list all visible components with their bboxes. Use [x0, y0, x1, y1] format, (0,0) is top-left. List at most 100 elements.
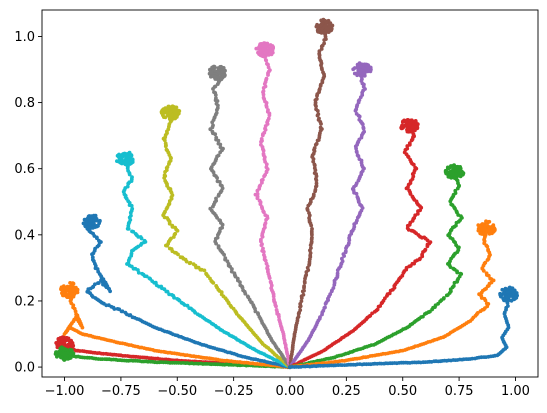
- data-point: [314, 141, 319, 146]
- data-point: [274, 308, 279, 312]
- data-point: [415, 212, 420, 216]
- data-point: [175, 297, 180, 301]
- data-point: [322, 31, 327, 35]
- data-point: [501, 296, 506, 301]
- data-point: [265, 42, 270, 46]
- y-tick-label: 0.8: [14, 96, 35, 111]
- x-tick-label: −0.50: [157, 384, 197, 399]
- data-point: [125, 226, 130, 231]
- data-point: [261, 151, 266, 156]
- data-point: [489, 225, 494, 229]
- data-point: [506, 304, 510, 308]
- data-point: [264, 76, 269, 81]
- data-point: [125, 184, 130, 189]
- series-14: [287, 285, 519, 370]
- data-point: [147, 276, 152, 281]
- data-point: [118, 160, 123, 165]
- data-point: [449, 202, 454, 207]
- series-4: [81, 213, 293, 369]
- data-point: [218, 145, 223, 150]
- data-point: [457, 168, 462, 173]
- data-point: [56, 341, 61, 345]
- data-point: [514, 295, 519, 300]
- x-tick-label: 0.50: [388, 384, 417, 399]
- data-point: [211, 123, 215, 128]
- data-point: [212, 90, 216, 94]
- data-point: [220, 225, 225, 230]
- data-point: [263, 58, 268, 62]
- data-point: [453, 188, 458, 193]
- data-point: [119, 156, 124, 161]
- data-point: [298, 308, 303, 312]
- data-point: [484, 301, 489, 306]
- y-tick-label: 0.2: [14, 294, 35, 309]
- data-point: [258, 48, 263, 53]
- data-point: [218, 183, 223, 187]
- data-point: [172, 107, 177, 112]
- data-point: [323, 18, 327, 23]
- data-point: [266, 116, 271, 121]
- data-point: [410, 124, 415, 129]
- data-point: [407, 188, 412, 193]
- data-point: [140, 271, 145, 276]
- data-point: [214, 135, 219, 140]
- data-point: [309, 239, 314, 244]
- series-11: [288, 118, 433, 369]
- data-point: [486, 247, 490, 252]
- data-point: [173, 231, 178, 236]
- data-point: [509, 298, 514, 303]
- data-point: [259, 137, 264, 141]
- data-point: [257, 198, 262, 203]
- data-point: [264, 165, 269, 170]
- data-point: [485, 228, 489, 233]
- data-point: [488, 276, 493, 281]
- data-point: [316, 27, 321, 32]
- data-point: [507, 294, 511, 299]
- data-point: [94, 217, 99, 221]
- data-point: [310, 235, 314, 240]
- series-7: [207, 64, 293, 369]
- data-point: [58, 351, 63, 355]
- data-point: [213, 84, 218, 89]
- data-point: [208, 206, 213, 211]
- data-point: [65, 343, 69, 348]
- data-point: [452, 163, 456, 168]
- data-point: [238, 283, 243, 288]
- data-point: [84, 218, 89, 223]
- data-point: [68, 347, 72, 352]
- data-point: [444, 170, 449, 175]
- data-point: [130, 229, 134, 234]
- data-point: [223, 256, 228, 260]
- data-point: [59, 286, 64, 291]
- data-point: [74, 285, 78, 290]
- data-point: [169, 236, 173, 241]
- data-point: [165, 165, 170, 169]
- data-point: [449, 175, 454, 180]
- data-point: [407, 122, 412, 127]
- data-point: [263, 221, 268, 226]
- data-point: [191, 262, 196, 266]
- data-point: [162, 107, 166, 112]
- data-point: [270, 45, 275, 49]
- data-point: [96, 281, 101, 285]
- data-point: [478, 231, 483, 236]
- data-point: [263, 213, 268, 218]
- data-point: [123, 310, 128, 315]
- data-points: [53, 17, 519, 370]
- data-point: [262, 54, 266, 59]
- data-point: [163, 179, 168, 183]
- x-tick-label: −1.00: [45, 384, 85, 399]
- data-point: [216, 141, 221, 146]
- x-tick-label: −0.25: [214, 384, 254, 399]
- data-point: [92, 219, 96, 223]
- data-point: [302, 284, 306, 288]
- data-point: [64, 356, 69, 361]
- series-8: [253, 41, 292, 370]
- data-point: [128, 160, 133, 164]
- data-point: [262, 253, 266, 257]
- data-point: [74, 312, 78, 317]
- data-point: [262, 130, 267, 135]
- data-point: [264, 48, 269, 53]
- data-point: [415, 125, 420, 130]
- data-point: [355, 62, 360, 67]
